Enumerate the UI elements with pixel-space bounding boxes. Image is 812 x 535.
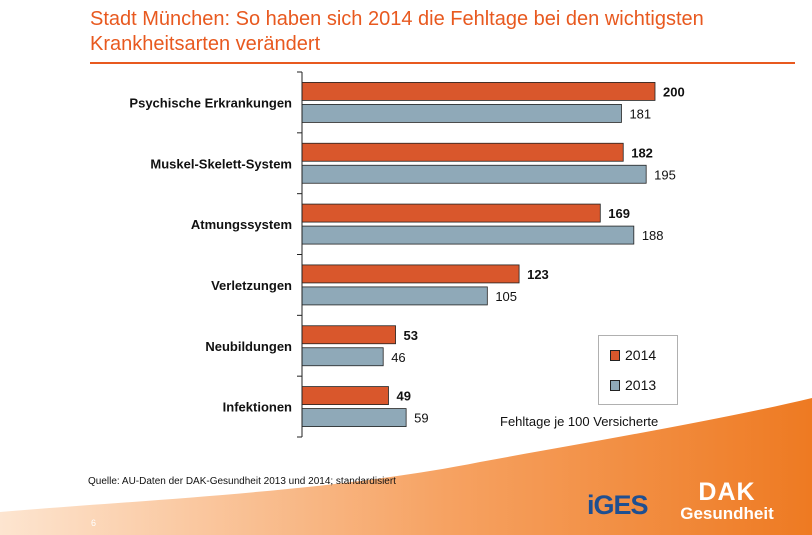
legend-swatch-2014 [610,349,620,361]
category-label-neubildungen: Neubildungen [205,339,292,354]
bar-2014-infektionen [301,386,389,405]
data-label-2013-muskel-skelett-system: 195 [654,167,676,182]
iges-logo: iGES [587,490,649,520]
bar-2013-muskel-skelett-system [301,164,647,184]
dak-logo-line1: DAK [698,478,756,506]
legend-item-2013: 2013 [610,377,656,393]
category-label-verletzungen: Verletzungen [211,278,292,293]
bar-2013-neubildungen [301,347,384,367]
chart-note: Fehltage je 100 Versicherte [500,414,659,429]
legend-label-2014: 2014 [625,347,657,363]
page-number: 6 [91,518,97,528]
category-label-psychische-erkrankungen: Psychische Erkrankungen [129,95,292,110]
bar-2013-verletzungen [301,286,488,306]
data-label-2014-infektionen: 49 [396,389,410,404]
bar-2014-atmungssystem [301,203,601,223]
bar-2014-verletzungen [301,264,520,284]
legend-swatch-2013 [610,379,620,391]
data-label-2013-atmungssystem: 188 [642,228,664,243]
category-label-infektionen: Infektionen [223,400,292,415]
chart-legend: 2014 2013 [598,335,678,405]
data-label-2014-muskel-skelett-system: 182 [631,145,653,160]
data-label-2014-atmungssystem: 169 [608,206,630,221]
dak-logo: DAK Gesundheit [677,480,777,523]
category-label-muskel-skelett-system: Muskel-Skelett-System [150,156,292,171]
bar-2013-atmungssystem [301,225,635,245]
bar-2014-neubildungen [301,325,396,345]
category-label-atmungssystem: Atmungssystem [191,217,292,232]
data-label-2013-infektionen: 59 [414,411,428,426]
data-label-2014-verletzungen: 123 [527,267,549,282]
bar-2014-psychische-erkrankungen [301,82,656,101]
data-label-2014-psychische-erkrankungen: 200 [663,84,685,99]
title-divider [90,62,795,64]
data-label-2013-neubildungen: 46 [391,350,405,365]
data-label-2014-neubildungen: 53 [404,328,418,343]
source-note: Quelle: AU-Daten der DAK-Gesundheit 2013… [88,476,396,487]
data-label-2013-psychische-erkrankungen: 181 [629,106,651,121]
footer-swoosh [0,398,812,535]
bar-2014-muskel-skelett-system [301,142,624,162]
page-title: Stadt München: So haben sich 2014 die Fe… [90,8,704,55]
legend-label-2013: 2013 [625,377,657,393]
bar-2013-infektionen [301,408,407,427]
legend-item-2014: 2014 [610,347,656,363]
dak-logo-line2: Gesundheit [680,504,774,523]
data-label-2013-verletzungen: 105 [495,289,517,304]
bar-2013-psychische-erkrankungen [301,104,622,123]
